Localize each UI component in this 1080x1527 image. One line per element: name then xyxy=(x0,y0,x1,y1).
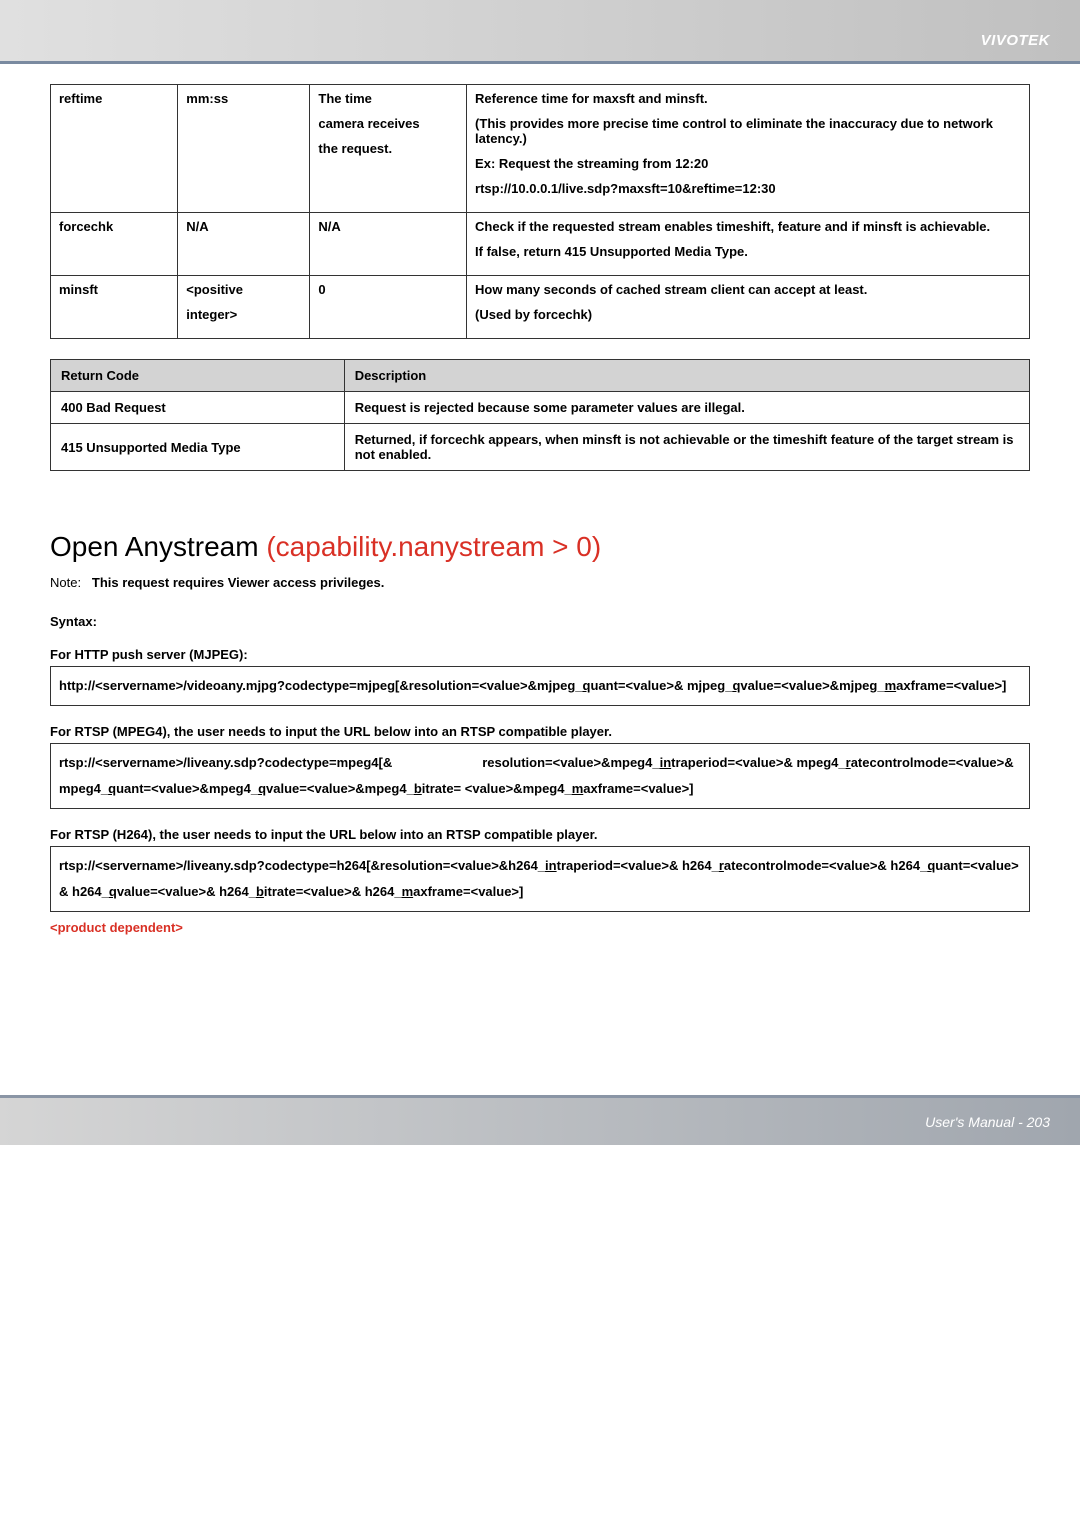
note-label: Note: xyxy=(50,575,81,590)
table-row: 415 Unsupported Media Type Returned, if … xyxy=(51,424,1030,471)
desc-line: If false, return 415 Unsupported Media T… xyxy=(475,244,1021,259)
default-line: camera receives xyxy=(318,116,458,131)
desc-line: (Used by forcechk) xyxy=(475,307,1021,322)
param-name: minsft xyxy=(51,276,178,339)
param-valid: N/A xyxy=(178,213,310,276)
return-code: 400 Bad Request xyxy=(51,392,345,424)
footer-bar: User's Manual - 203 xyxy=(0,1095,1080,1145)
param-valid: <positive integer> xyxy=(178,276,310,339)
mjpeg-label: For HTTP push server (MJPEG): xyxy=(50,647,1030,662)
valid-line: <positive xyxy=(186,282,301,297)
h264-url-box: rtsp://<servername>/liveany.sdp?codectyp… xyxy=(50,846,1030,912)
desc-line: (This provides more precise time control… xyxy=(475,116,1021,146)
note-line: Note: This request requires Viewer acces… xyxy=(50,575,1030,590)
table-row: minsft <positive integer> 0 How many sec… xyxy=(51,276,1030,339)
page-content: reftime mm:ss The time camera receives t… xyxy=(0,64,1080,975)
desc-line: Check if the requested stream enables ti… xyxy=(475,219,1021,234)
param-desc: Check if the requested stream enables ti… xyxy=(467,213,1030,276)
table-header-row: Return Code Description xyxy=(51,360,1030,392)
mpeg4-url-box: rtsp://<servername>/liveany.sdp?codectyp… xyxy=(50,743,1030,809)
return-desc: Request is rejected because some paramet… xyxy=(344,392,1029,424)
return-desc: Returned, if forcechk appears, when mins… xyxy=(344,424,1029,471)
desc-line: Reference time for maxsft and minsft. xyxy=(475,91,1021,106)
col-header: Description xyxy=(344,360,1029,392)
param-default: 0 xyxy=(310,276,467,339)
param-desc: How many seconds of cached stream client… xyxy=(467,276,1030,339)
note-text: This request requires Viewer access priv… xyxy=(92,575,384,590)
desc-line: Ex: Request the streaming from 12:20 xyxy=(475,156,1021,171)
default-line: the request. xyxy=(318,141,458,156)
table-row: forcechk N/A N/A Check if the requested … xyxy=(51,213,1030,276)
section-heading: Open Anystream (capability.nanystream > … xyxy=(50,531,1030,563)
header-bar: VIVOTEK xyxy=(0,0,1080,64)
default-line: The time xyxy=(318,91,458,106)
table-row: 400 Bad Request Request is rejected beca… xyxy=(51,392,1030,424)
return-code: 415 Unsupported Media Type xyxy=(51,424,345,471)
heading-black: Open Anystream xyxy=(50,531,259,562)
param-valid: mm:ss xyxy=(178,85,310,213)
footer-text: User's Manual - 203 xyxy=(925,1114,1050,1130)
param-default: N/A xyxy=(310,213,467,276)
h264-label: For RTSP (H264), the user needs to input… xyxy=(50,827,1030,842)
table-row: reftime mm:ss The time camera receives t… xyxy=(51,85,1030,213)
product-dependent-note: <product dependent> xyxy=(50,920,1030,935)
col-header: Return Code xyxy=(51,360,345,392)
param-name: reftime xyxy=(51,85,178,213)
param-name: forcechk xyxy=(51,213,178,276)
syntax-label: Syntax: xyxy=(50,614,1030,629)
desc-line: rtsp://10.0.0.1/live.sdp?maxsft=10&refti… xyxy=(475,181,1021,196)
mpeg4-label: For RTSP (MPEG4), the user needs to inpu… xyxy=(50,724,1030,739)
mjpeg-url-box: http://<servername>/videoany.mjpg?codect… xyxy=(50,666,1030,706)
heading-red: (capability.nanystream > 0) xyxy=(266,531,601,562)
desc-line: How many seconds of cached stream client… xyxy=(475,282,1021,297)
valid-line: integer> xyxy=(186,307,301,322)
param-default: The time camera receives the request. xyxy=(310,85,467,213)
parameters-table: reftime mm:ss The time camera receives t… xyxy=(50,84,1030,339)
param-desc: Reference time for maxsft and minsft. (T… xyxy=(467,85,1030,213)
return-codes-table: Return Code Description 400 Bad Request … xyxy=(50,359,1030,471)
brand-label: VIVOTEK xyxy=(981,32,1050,49)
